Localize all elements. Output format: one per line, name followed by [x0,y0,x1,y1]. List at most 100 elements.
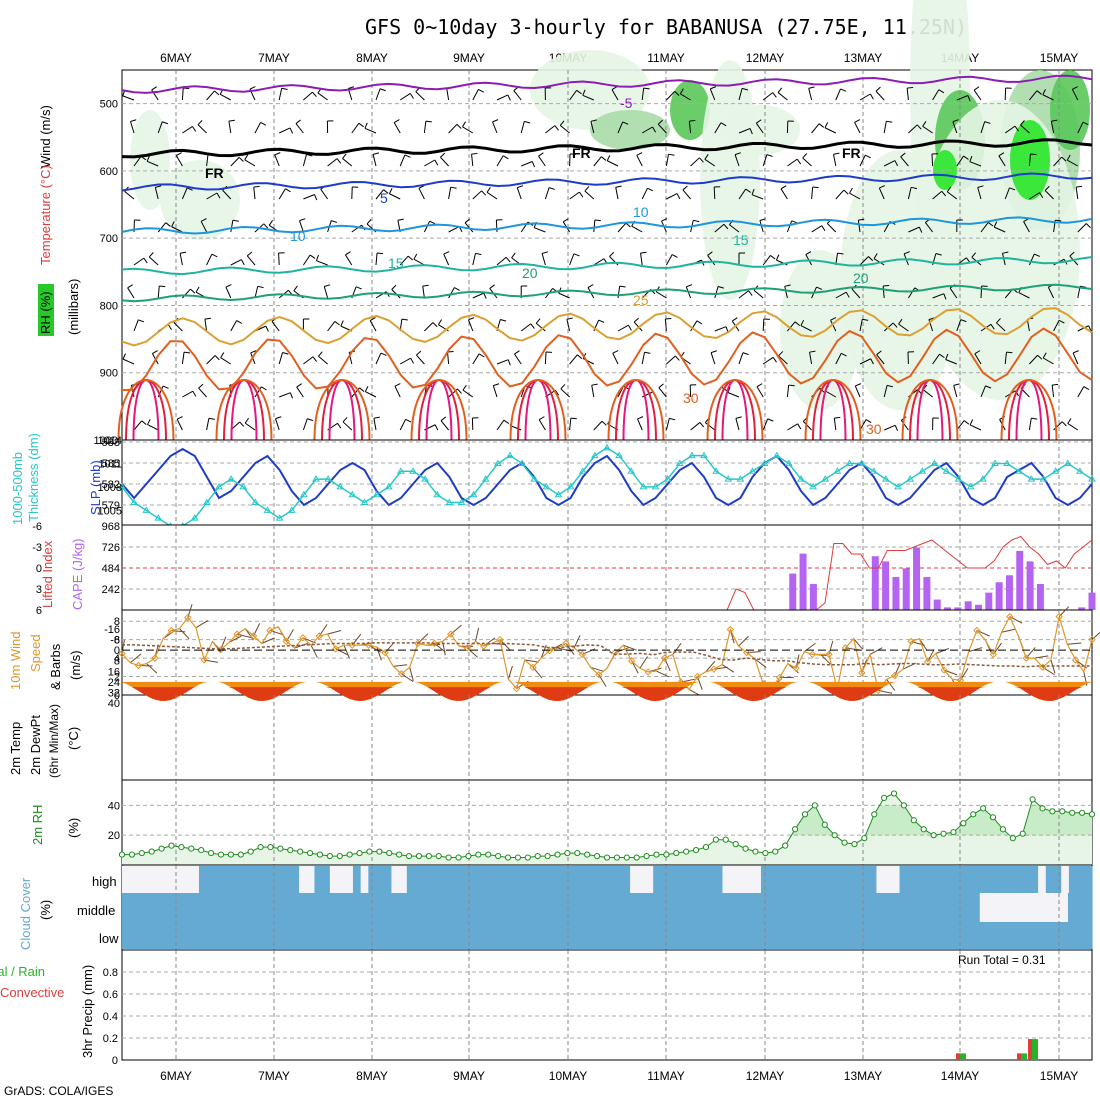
cloud-high-44 [460,866,470,893]
rh2m-marker-22 [336,852,343,860]
rh2m-marker-69 [801,811,809,818]
cloud-high-7 [175,866,185,893]
barb-20-8 [612,352,619,365]
barb-27-6 [784,286,788,299]
cloud-middle-9 [194,893,203,922]
bottom-date-11MAY: 11MAY [647,1069,685,1083]
rh2m-marker-70 [811,802,818,809]
wind10m-ylabel-1: 10m Wind [8,631,23,690]
barb-flag-18-9 [560,384,566,390]
rh2m-marker-58 [692,846,700,854]
cloud-middle-49 [514,893,524,922]
precip-conv-bar-1 [1017,1053,1021,1060]
barb-10-9 [365,391,377,398]
rh2m-marker-77 [881,794,888,802]
cloud-middle-55 [562,893,572,922]
barb-14-2 [471,154,474,167]
cloud-high-90 [814,866,824,893]
temp-hump-core [122,687,1092,701]
cloud-low-26 [323,922,333,949]
wind10m-marker-80 [775,673,784,682]
barb-flag-13-6 [454,287,460,291]
barb-flag-36-4 [993,221,998,228]
cloud-high-42 [445,866,454,893]
bottom-date-axis: 6MAY 7MAY 8MAY 9MAY 10MAY 11MAY 12MAY 13MAY 14MA… [160,1069,1078,1083]
slp-marker-32 [506,451,514,459]
barb-flag-6-0 [281,87,288,90]
wind10m-barb-31 [376,646,382,661]
barb-33-6 [932,293,944,299]
rh2m-marker-88 [989,814,997,821]
barb-flag-8-7 [334,321,340,326]
barb-36-2 [998,155,1006,167]
barb-17-1 [545,125,556,134]
cape-bar-88 [1026,561,1034,610]
barb-25-6 [738,290,749,299]
barb-14-6 [472,292,484,299]
rh2m-marker-21 [326,852,333,860]
cloud-high-106 [938,866,947,893]
barb-flag-30-4 [858,218,865,221]
barb-18-6 [558,292,570,299]
barb-2-2 [175,155,183,167]
rh2m-marker-25 [366,848,373,855]
cloud-middle-43 [466,893,476,922]
barb-flag-16-3 [517,185,524,189]
cloud-middle-14 [234,893,243,922]
barb-flag-28-1 [818,123,825,128]
cloud-low-65 [626,922,635,949]
barb-flag-4-8 [220,352,225,358]
cloud-middle-64 [635,893,644,922]
barb-flag-10-8 [380,352,387,356]
cloud-middle-67 [659,893,668,922]
rh2m-marker-91 [1019,830,1026,837]
cloud-high-24 [306,866,316,893]
cloud-low-31 [362,922,371,949]
wind10m-marker-26 [332,645,340,653]
barb-flag-16-1 [524,120,531,124]
rh2m-marker-28 [396,851,403,858]
barb-5-2 [244,159,256,167]
barb-flag-33-0 [938,89,945,94]
barb-flag-20-8 [612,350,619,354]
barb-flag-8-10 [337,423,342,429]
rh2m-marker-76 [871,811,878,818]
cape-bar-86 [1005,575,1013,610]
barb-flag-3-8 [214,355,220,361]
barb-flag-24-2 [704,154,709,160]
cloud-low-119 [1045,922,1054,949]
barb-flag-21-10 [637,416,644,420]
slp-marker-3 [154,514,163,521]
cloud-low-7 [176,922,185,949]
barb-36-7 [996,322,1006,332]
cloud-middle-4 [154,893,163,922]
barb-flag-39-6 [1079,285,1087,288]
barb-26-10 [762,418,769,431]
contour-label-7: 15 [388,255,404,271]
cloud-low-52 [525,922,534,949]
cloud-high-66 [630,866,639,893]
barb-flag-12-7 [432,322,438,328]
barb-flag-36-1 [1014,125,1019,132]
cloud-middle-38 [426,893,436,922]
barb-22-3 [666,193,678,200]
isotherm-30 [121,327,1093,392]
cloud-high-38 [414,866,423,893]
cloud-middle-70 [683,893,692,922]
barb-flag-18-1 [559,120,565,126]
barb-21-1 [641,126,653,134]
barb-flag-37-8 [1037,354,1043,360]
barb-36-3 [1004,187,1010,200]
barb-31-8 [876,354,885,365]
cloud-middle-0 [122,893,131,922]
barb-flag-21-7 [633,317,639,323]
rh2m-marker-74 [851,841,858,848]
barb-flag-22-5 [671,254,678,258]
barb-flag-14-3 [481,190,487,196]
cloud-middle-63 [627,893,636,922]
cloud-high-45 [468,866,477,893]
barb-27-10 [787,423,798,431]
cloud-low-123 [1076,922,1085,949]
barb-flag-28-8 [809,350,816,353]
